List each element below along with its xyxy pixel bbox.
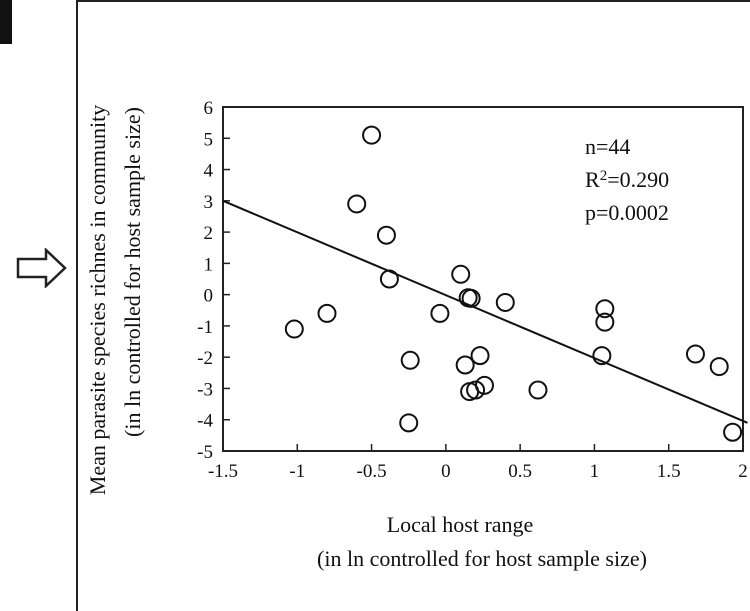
data-points <box>284 125 743 442</box>
y-tick-label: -2 <box>197 348 213 369</box>
y-tick-label: 6 <box>204 98 214 119</box>
scatter-point <box>595 299 615 319</box>
frame-top-border <box>76 0 750 2</box>
scatter-point <box>685 344 705 364</box>
annotation-n: n=44 <box>585 134 630 159</box>
y-axis-subtitle: (in ln controlled for host sample size) <box>120 107 145 437</box>
scatter-point <box>470 346 490 366</box>
scatter-point <box>347 194 367 214</box>
regression-line <box>222 199 748 424</box>
y-tick-label: 1 <box>204 254 214 275</box>
scatter-point <box>528 380 548 400</box>
scatter-point <box>399 413 419 433</box>
scatter-point <box>595 312 615 332</box>
scatter-point <box>317 303 337 323</box>
scatter-point <box>362 125 382 145</box>
x-axis: -1.5 -1 -0.5 0 0.5 1 1.5 2 <box>208 444 748 482</box>
scatter-point <box>451 264 471 284</box>
y-tick-label: 0 <box>204 286 214 307</box>
x-tick-label: 1 <box>590 461 600 482</box>
scatter-point <box>474 375 494 395</box>
y-tick-label: 2 <box>204 223 214 244</box>
y-tick-label: -1 <box>197 317 213 338</box>
x-tick-label: 0 <box>441 461 451 482</box>
scatter-point <box>723 422 743 442</box>
x-tick-label: -0.5 <box>357 461 387 482</box>
scatter-point <box>400 350 420 370</box>
x-tick-label: 1.5 <box>657 461 681 482</box>
scatter-point <box>455 355 475 375</box>
y-tick-label: -5 <box>197 442 213 463</box>
annotation-r2: R2=0.290 <box>585 167 669 192</box>
hollow-right-arrow-icon <box>16 248 67 288</box>
scatter-point <box>495 292 515 312</box>
x-tick-label: -1 <box>289 461 305 482</box>
x-axis-title: Local host range <box>387 512 534 537</box>
scatter-point <box>592 346 612 366</box>
plot-area <box>222 106 744 452</box>
x-tick-label: -1.5 <box>208 461 238 482</box>
x-tick-label: 2 <box>738 461 748 482</box>
frame-left-border <box>76 0 78 611</box>
annotation-p: p=0.0002 <box>585 200 669 225</box>
corner-mark <box>0 0 12 44</box>
x-axis-subtitle: (in ln controlled for host sample size) <box>317 546 647 571</box>
x-tick-label: 0.5 <box>508 461 532 482</box>
y-axis-title: Mean parasite species richnes in communi… <box>85 105 110 495</box>
scatter-point <box>466 380 486 400</box>
scatter-point <box>284 319 304 339</box>
scatter-point <box>376 225 396 245</box>
y-tick-label: 5 <box>204 129 214 150</box>
y-tick-label: -4 <box>197 411 213 432</box>
y-tick-label: -3 <box>197 379 213 400</box>
y-axis: -5 -4 -3 -2 -1 0 1 2 3 4 5 6 <box>197 98 230 463</box>
scatter-point <box>709 357 729 377</box>
y-tick-label: 3 <box>204 192 214 213</box>
scatter-point <box>430 303 450 323</box>
y-tick-label: 4 <box>204 161 214 182</box>
